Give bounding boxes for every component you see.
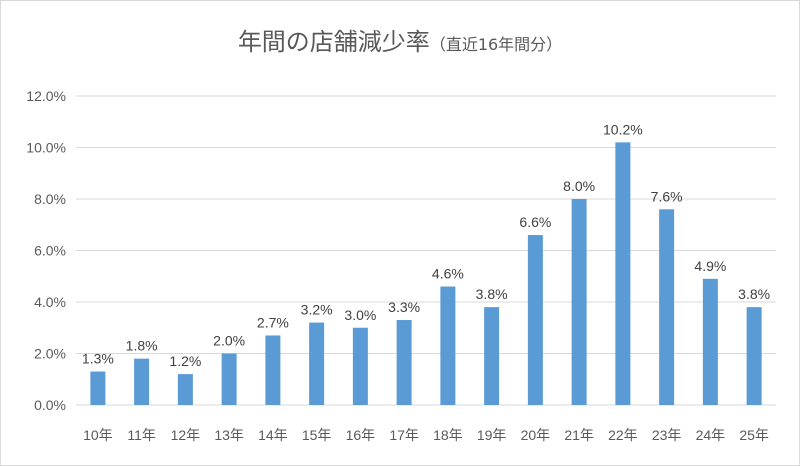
bar [309,322,325,405]
bar [90,371,106,405]
x-tick-label: 20年 [521,427,551,443]
x-tick-label: 10年 [83,427,113,443]
data-label: 2.7% [257,314,289,330]
bar [615,142,631,405]
x-axis-tick-labels: 10年 11年 12年 13年 14年 15年 16年 17年 18年 19年 20年 21年 22年 2… [83,427,769,443]
x-tick-label: 15年 [302,427,332,443]
x-tick-label: 11年 [127,427,156,443]
x-tick-label: 22年 [608,427,638,443]
x-tick-label: 17年 [389,427,419,443]
data-label: 3.2% [301,302,333,318]
bar [527,235,543,405]
bar [484,307,500,405]
x-tick-label: 25年 [739,427,769,443]
bar [659,209,675,405]
bar [702,278,718,405]
data-label: 1.2% [169,353,201,369]
chart-title: 年間の店舗減少率（直近16年間分） [0,22,800,57]
y-tick-label: 6.0% [34,243,66,259]
data-label: 4.9% [694,258,726,274]
bar [396,320,412,405]
x-tick-label: 13年 [214,427,244,443]
bar [221,353,237,405]
x-tick-label: 24年 [696,427,726,443]
bar [571,199,587,405]
bar [440,286,456,405]
y-tick-label: 0.0% [34,397,66,413]
x-tick-label: 14年 [258,427,288,443]
data-label: 3.8% [476,286,508,302]
y-tick-label: 2.0% [34,346,66,362]
y-tick-label: 8.0% [34,191,66,207]
y-tick-label: 12.0% [26,88,66,104]
y-axis-tick-labels: 0.0% 2.0% 4.0% 6.0% 8.0% 10.0% 12.0% [26,88,66,413]
y-tick-label: 4.0% [34,294,66,310]
data-label: 3.3% [388,299,420,315]
x-tick-label: 16年 [346,427,376,443]
bar [352,327,368,405]
chart-title-main: 年間の店舗減少率 [237,28,430,56]
bar [177,374,193,405]
bar [134,358,150,405]
x-tick-label: 18年 [433,427,463,443]
x-tick-label: 19年 [477,427,507,443]
chart-subtitle: （直近16年間分） [429,35,563,54]
y-tick-label: 10.0% [26,140,66,156]
bar [265,335,281,405]
data-labels: 1.3% 1.8% 1.2% 2.0% 2.7% 3.2% 3.0% 3.3% 4.6% 3.8%… [82,121,770,369]
data-label: 2.0% [213,333,245,349]
x-tick-label: 23年 [652,427,682,443]
data-label: 1.3% [82,351,114,367]
data-label: 4.6% [432,266,464,282]
data-label: 10.2% [603,121,643,137]
data-label: 3.0% [344,307,376,323]
data-label: 1.8% [126,338,158,354]
data-label: 8.0% [563,178,595,194]
data-label: 6.6% [519,214,551,230]
x-tick-label: 12年 [171,427,201,443]
bar-series [90,142,762,405]
x-tick-label: 21年 [564,427,594,443]
data-label: 3.8% [738,286,770,302]
bar [746,307,762,405]
data-label: 7.6% [651,188,683,204]
